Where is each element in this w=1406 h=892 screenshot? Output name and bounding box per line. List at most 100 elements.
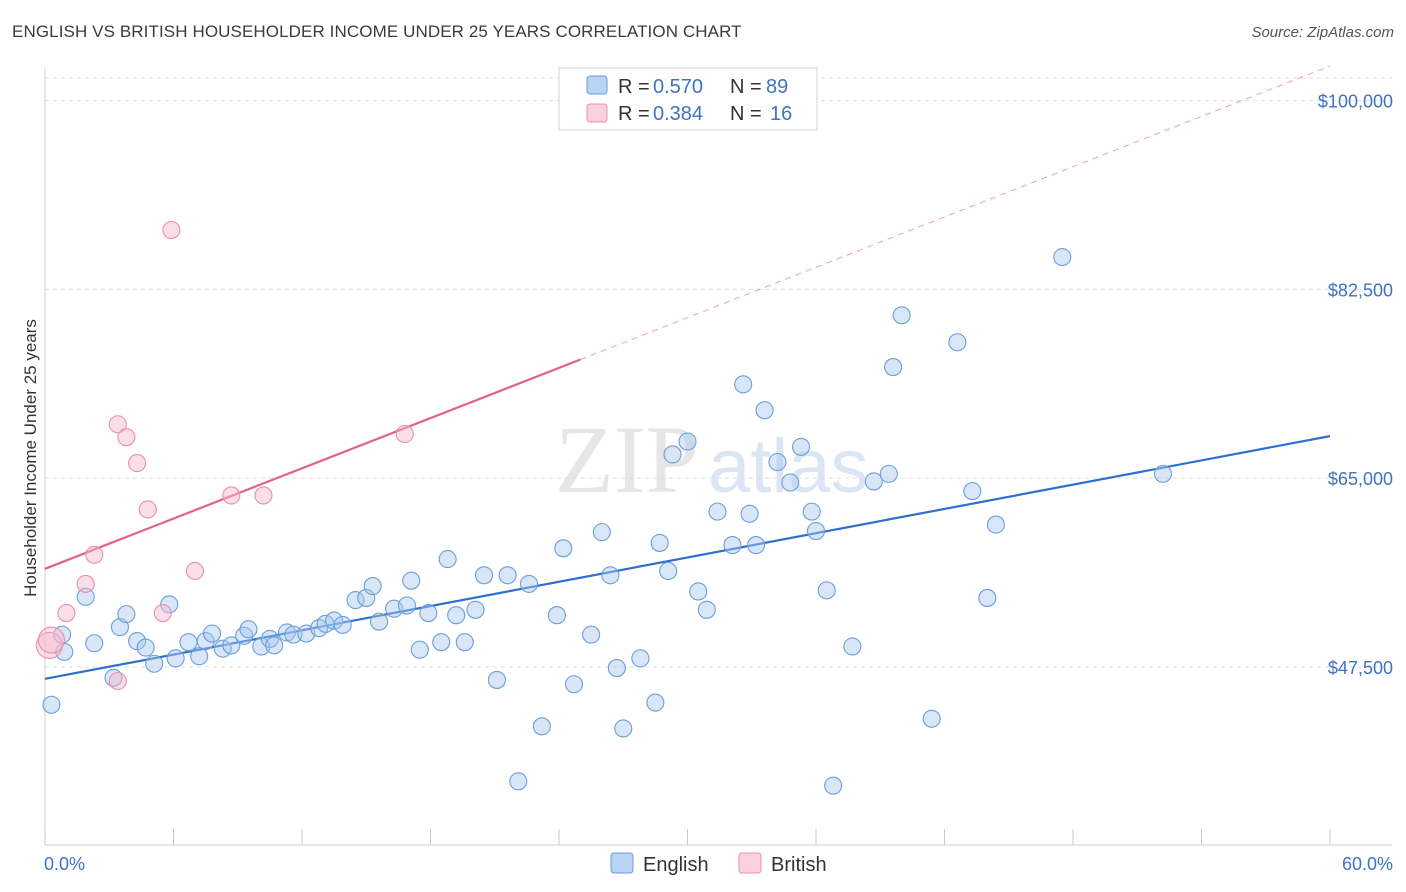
english-point-43 [455, 633, 474, 652]
english-point-54 [582, 625, 601, 644]
british-point-2 [57, 603, 76, 623]
british-point-13 [254, 486, 273, 505]
english-point-82 [879, 464, 898, 483]
chart-title: ENGLISH VS BRITISH HOUSEHOLDER INCOME UN… [12, 22, 742, 41]
data-points [35, 220, 1172, 795]
british-point-12 [222, 486, 241, 505]
english-point-9 [136, 638, 155, 657]
series-legend-label-english: English [643, 854, 709, 876]
english-point-69 [734, 375, 753, 394]
english-point-12 [166, 649, 185, 668]
legend-n-label-british: N = [730, 103, 762, 125]
english-point-70 [740, 504, 759, 523]
english-point-34 [370, 612, 389, 631]
english-point-59 [631, 649, 650, 668]
y-tick-label-1: $65,000 [1328, 469, 1393, 489]
english-point-31 [346, 591, 365, 610]
english-point-45 [474, 566, 494, 585]
english-point-83 [884, 358, 903, 377]
english-point-60 [646, 693, 665, 712]
english-point-58 [614, 719, 633, 738]
trend-line-british-extension [580, 65, 1331, 360]
english-point-84 [892, 306, 911, 325]
english-point-77 [806, 521, 826, 541]
english-point-36 [397, 596, 416, 615]
x-ticks [44, 829, 1331, 845]
british-point-11 [185, 561, 204, 581]
british-point-3 [76, 574, 95, 593]
english-point-25 [284, 625, 303, 644]
english-point-7 [117, 605, 136, 624]
english-point-67 [708, 502, 727, 521]
english-point-86 [948, 333, 967, 352]
legend-swatch-british [586, 103, 608, 123]
english-point-68 [723, 536, 742, 555]
y-tick-label-3: $100,000 [1318, 92, 1393, 112]
english-point-41 [438, 550, 457, 569]
english-point-46 [487, 670, 506, 689]
source-label: Source: ZipAtlas.com [1251, 24, 1394, 41]
y-tick-label-2: $82,500 [1328, 280, 1393, 300]
english-point-89 [978, 588, 997, 607]
british-point-10 [162, 220, 181, 240]
english-point-3 [76, 587, 95, 606]
british-point-14 [395, 424, 414, 443]
british-point-7 [128, 454, 147, 473]
english-point-88 [986, 515, 1005, 534]
english-point-72 [755, 401, 774, 420]
english-point-65 [689, 582, 708, 601]
english-point-49 [519, 574, 539, 593]
legend-n-value-english: 89 [766, 76, 788, 98]
english-point-78 [817, 581, 836, 600]
english-point-63 [663, 445, 682, 464]
english-point-52 [554, 539, 573, 558]
legend-r-label-british: R = [618, 103, 650, 125]
british-point-8 [138, 500, 157, 519]
english-point-62 [659, 561, 678, 581]
british-point-6 [117, 428, 136, 447]
legend-r-value-british: 0.384 [653, 103, 703, 125]
british-point-1 [37, 626, 65, 654]
english-point-57 [607, 659, 626, 678]
x-tick-label-right: 60.0% [1342, 854, 1393, 874]
english-point-90 [1053, 247, 1072, 267]
english-point-64 [678, 432, 697, 451]
legend-r-value-english: 0.570 [653, 76, 703, 98]
axes [44, 68, 1392, 846]
english-point-30 [333, 615, 352, 634]
english-point-40 [432, 633, 451, 652]
english-point-81 [864, 472, 883, 491]
legend-n-value-british: 16 [770, 103, 792, 125]
english-point-73 [768, 452, 787, 472]
y-axis-title: Householder Income Under 25 years [21, 319, 40, 597]
english-point-74 [781, 473, 800, 492]
english-point-29 [325, 611, 344, 630]
english-point-42 [447, 606, 466, 625]
english-point-18 [222, 636, 241, 655]
series-legend-label-british: British [771, 854, 827, 876]
series-legend: English British [610, 852, 827, 876]
english-point-44 [466, 600, 485, 619]
english-point-14 [190, 647, 209, 666]
english-point-55 [592, 523, 611, 542]
y-tick-label-0: $47,500 [1328, 658, 1393, 678]
english-point-0 [42, 695, 61, 714]
british-point-15 [108, 671, 127, 691]
british-point-4 [85, 545, 104, 564]
english-point-23 [265, 636, 284, 655]
english-point-10 [145, 654, 164, 673]
y-tick-labels: $47,500 $65,000 $82,500 $100,000 [1318, 92, 1393, 678]
english-point-37 [402, 571, 421, 590]
legend-n-label-english: N = [730, 76, 762, 98]
english-point-87 [963, 482, 982, 501]
english-point-48 [509, 772, 528, 791]
british-point-9 [153, 603, 172, 623]
english-point-75 [791, 437, 811, 456]
english-point-39 [419, 603, 438, 623]
watermark-zip: ZIP [555, 406, 699, 513]
english-point-61 [650, 533, 669, 552]
x-tick-label-left: 0.0% [44, 854, 85, 874]
english-point-4 [85, 634, 104, 653]
english-point-79 [824, 776, 843, 795]
series-legend-swatch-english [610, 852, 634, 874]
